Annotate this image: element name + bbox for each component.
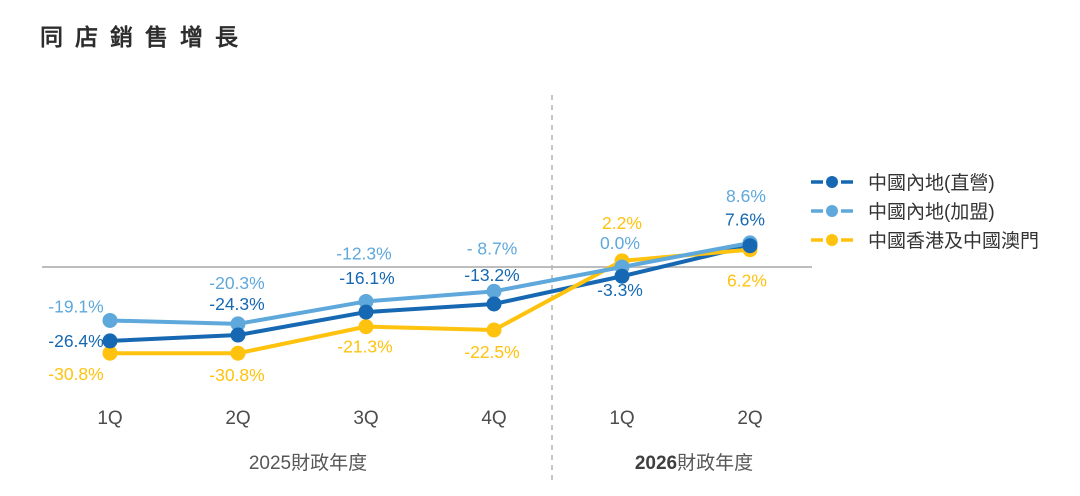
- data-point: [614, 268, 630, 284]
- fiscal-year-2025-label: 2025財政年度: [249, 448, 367, 475]
- x-tick-label: 1Q: [609, 408, 634, 429]
- point-value-label: 2.2%: [602, 213, 642, 233]
- legend-item: 中國內地(直營): [810, 171, 1039, 194]
- point-value-label: - 8.7%: [467, 238, 518, 258]
- x-tick-label: 2Q: [737, 408, 762, 429]
- legend: 中國內地(直營) 中國內地(加盟) 中國香港及中國澳門: [810, 171, 1040, 252]
- legend-item: 中國內地(加盟): [810, 200, 1039, 223]
- x-tick-label: 2Q: [225, 408, 250, 429]
- x-tick-label: 3Q: [353, 408, 378, 429]
- legend-line-dot-icon: [811, 233, 853, 246]
- data-point: [102, 312, 118, 328]
- fiscal-year-2025-suffix: 財政年度: [291, 453, 368, 474]
- data-point: [486, 283, 502, 299]
- data-point: [102, 345, 118, 361]
- data-point: [486, 296, 502, 312]
- fiscal-year-2025-value: 2025: [248, 453, 292, 474]
- point-value-label: -30.8%: [209, 365, 264, 385]
- point-value-label: -22.5%: [464, 342, 519, 362]
- series-line: [108, 243, 752, 343]
- point-value-label: -13.2%: [464, 265, 519, 285]
- point-value-label: -19.1%: [48, 296, 103, 316]
- data-point: [230, 327, 246, 343]
- legend-item: 中國香港及中國澳門: [810, 229, 1040, 252]
- data-point: [358, 304, 374, 320]
- point-value-label: -26.4%: [48, 331, 103, 351]
- series-line: [108, 240, 752, 326]
- fiscal-year-2026-label: 2026財政年度: [635, 448, 753, 475]
- point-value-label: 0.0%: [600, 233, 640, 253]
- data-point: [230, 316, 246, 332]
- data-point: [742, 238, 758, 254]
- x-tick-label: 1Q: [97, 408, 122, 429]
- legend-item-label: 中國內地(直營): [868, 173, 995, 194]
- point-value-label: 8.6%: [726, 186, 766, 206]
- point-value-label: -24.3%: [209, 294, 264, 314]
- legend-item-label: 中國內地(加盟): [868, 202, 995, 223]
- data-point: [102, 333, 118, 349]
- data-point: [358, 319, 374, 335]
- point-value-label: -20.3%: [209, 273, 264, 293]
- point-value-label: 6.2%: [727, 271, 767, 291]
- point-value-label: -12.3%: [336, 243, 391, 263]
- legend-line-dot-icon: [811, 175, 853, 188]
- data-point: [358, 293, 374, 309]
- series-line: [108, 247, 752, 356]
- data-point: [230, 345, 246, 361]
- fiscal-year-2026-value: 2026: [634, 453, 678, 474]
- legend-line-dot-icon: [811, 204, 853, 217]
- fiscal-year-2026-suffix: 財政年度: [677, 453, 754, 474]
- point-value-label: -16.1%: [339, 268, 394, 288]
- point-value-label: -21.3%: [337, 337, 392, 357]
- x-tick-label: 4Q: [481, 408, 506, 429]
- point-value-label: -30.8%: [48, 364, 103, 384]
- point-value-label: -3.3%: [597, 280, 643, 300]
- chart-title: 同店銷售增長: [40, 24, 250, 50]
- legend-item-label: 中國香港及中國澳門: [868, 231, 1040, 252]
- data-point: [486, 322, 502, 338]
- point-value-label: 7.6%: [725, 210, 765, 230]
